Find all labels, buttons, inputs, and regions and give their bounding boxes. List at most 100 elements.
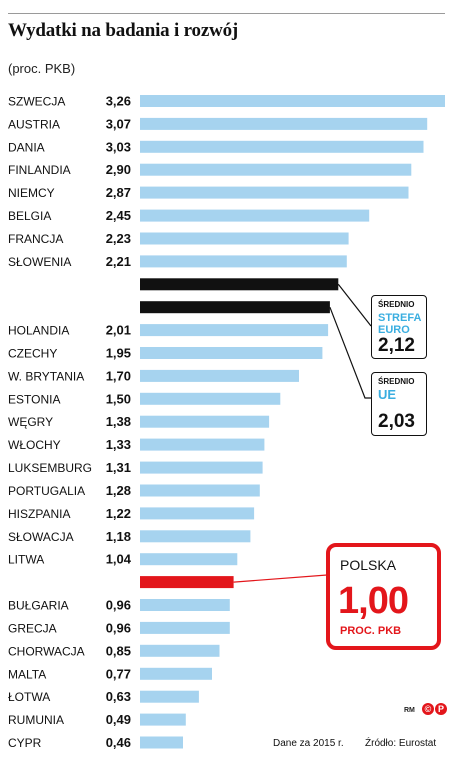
average-bar: [140, 278, 339, 291]
value-label: 1,38: [106, 414, 131, 429]
eurozone-connector: [337, 283, 372, 327]
country-label: BUŁGARIA: [8, 599, 69, 613]
value-label: 1,95: [106, 346, 131, 361]
country-label: PORTUGALIA: [8, 484, 85, 498]
eurozone-name-line2: EURO: [378, 324, 410, 336]
value-label: 1,18: [106, 529, 131, 544]
eu-connector: [329, 306, 371, 399]
value-label: 0,49: [106, 712, 131, 727]
poland-unit: PROC. PKB: [340, 625, 402, 637]
average-bar: [140, 301, 330, 314]
chart-subtitle: (proc. PKB): [8, 61, 76, 76]
poland-bar: [140, 576, 234, 589]
value-label: 2,87: [106, 185, 131, 200]
country-label: AUSTRIA: [8, 117, 60, 131]
value-label: 0,85: [106, 643, 131, 658]
country-label: WŁOCHY: [8, 438, 61, 452]
country-label: ESTONIA: [8, 392, 60, 406]
bar: [140, 461, 263, 474]
value-label: 1,22: [106, 506, 131, 521]
value-label: 1,50: [106, 391, 131, 406]
bar: [140, 415, 270, 428]
bar: [140, 369, 299, 382]
country-label: WĘGRY: [8, 415, 53, 429]
value-label: 2,45: [106, 208, 131, 223]
bar: [140, 186, 409, 199]
country-label: DANIA: [8, 140, 45, 154]
bar: [140, 599, 230, 611]
eurozone-average-label: ŚREDNIO: [378, 300, 415, 309]
value-label: 1,04: [106, 552, 132, 567]
publisher-logo-icon: P: [435, 703, 447, 715]
country-label: ŁOTWA: [8, 690, 50, 704]
eu-average-label: ŚREDNIO: [378, 377, 415, 386]
value-label: 1,33: [106, 437, 131, 452]
country-label: HISZPANIA: [8, 507, 70, 521]
copyright-logo-icon: ©: [422, 703, 434, 715]
bar: [140, 95, 445, 107]
value-label: 0,63: [106, 689, 131, 704]
country-label: HOLANDIA: [8, 324, 69, 338]
chart-title: Wydatki na badania i rozwój: [8, 20, 239, 41]
country-label: LITWA: [8, 553, 44, 567]
bar: [140, 163, 412, 176]
bar: [140, 209, 370, 222]
eurozone-average-value: 2,12: [378, 335, 415, 356]
value-label: 0,77: [106, 666, 131, 681]
poland-label: POLSKA: [340, 557, 397, 573]
data-year-note: Dane za 2015 r.: [273, 738, 344, 749]
eurozone-name-line1: STREFA: [378, 312, 422, 324]
bar: [140, 117, 428, 130]
bar: [140, 140, 424, 153]
bar: [140, 347, 323, 359]
bar: [140, 232, 349, 245]
bar: [140, 553, 238, 566]
country-label: SŁOWENIA: [8, 255, 71, 269]
eu-name: UE: [378, 387, 397, 402]
poland-value: 1,00: [338, 580, 409, 622]
bar: [140, 438, 265, 451]
eurozone-average-callout: ŚREDNIO STREFA EURO 2,12: [371, 295, 427, 359]
bar: [140, 736, 183, 749]
country-label: CZECHY: [8, 347, 57, 361]
bar: [140, 255, 347, 268]
country-label: SŁOWACJA: [8, 530, 74, 544]
eu-average-value: 2,03: [378, 411, 415, 432]
eu-average-callout: ŚREDNIO UE 2,03: [371, 372, 427, 436]
poland-connector: [233, 574, 328, 583]
bar: [140, 621, 230, 634]
value-label: 3,07: [106, 116, 131, 131]
top-rule: [8, 13, 445, 14]
value-label: 0,96: [106, 598, 131, 613]
country-label: W. BRYTANIA: [8, 369, 84, 383]
country-label: RUMUNIA: [8, 713, 64, 727]
country-label: NIEMCY: [8, 186, 55, 200]
bar: [140, 690, 199, 703]
country-label: FINLANDIA: [8, 163, 71, 177]
country-label: LUKSEMBURG: [8, 461, 92, 475]
bar: [140, 392, 281, 405]
country-label: CYPR: [8, 736, 42, 750]
value-label: 2,21: [106, 254, 131, 269]
country-label: MALTA: [8, 667, 46, 681]
country-label: BELGIA: [8, 209, 51, 223]
country-label: FRANCJA: [8, 232, 63, 246]
value-label: 1,70: [106, 368, 131, 383]
value-label: 0,46: [106, 735, 131, 750]
bar: [140, 530, 251, 543]
country-label: CHORWACJA: [8, 644, 85, 658]
value-label: 2,01: [106, 323, 131, 338]
value-label: 2,90: [106, 162, 131, 177]
value-label: 1,28: [106, 483, 131, 498]
bar: [140, 667, 212, 680]
bar: [140, 324, 329, 337]
bar: [140, 644, 220, 657]
author-initials: RM: [404, 707, 415, 714]
source-note: Źródło: Eurostat: [365, 738, 437, 749]
value-label: 2,23: [106, 231, 131, 246]
value-label: 3,26: [106, 94, 131, 109]
poland-callout: POLSKA 1,00 PROC. PKB: [326, 543, 441, 650]
bar: [140, 713, 186, 726]
value-label: 3,03: [106, 139, 131, 154]
country-label: SZWECJA: [8, 95, 65, 109]
